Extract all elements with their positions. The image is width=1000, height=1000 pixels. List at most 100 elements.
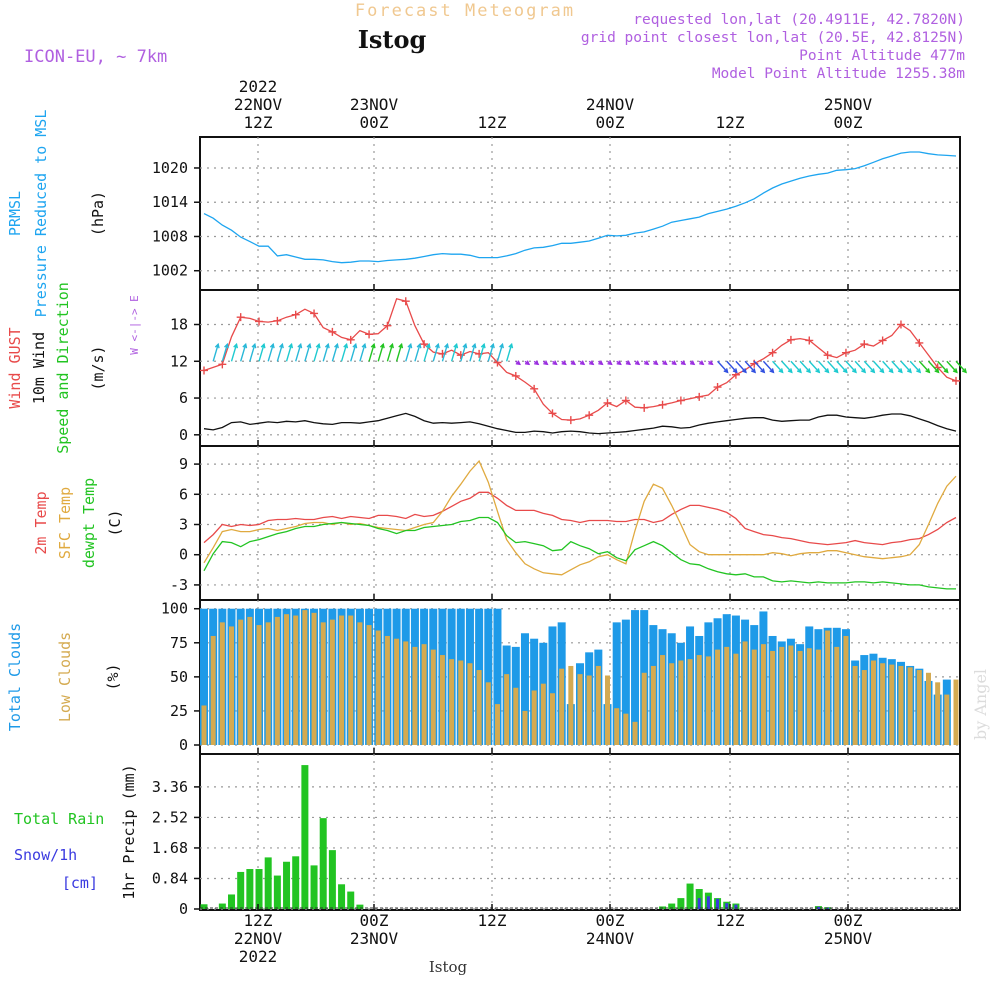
low-cloud-bar (687, 659, 693, 745)
wind-arrow (772, 360, 784, 373)
low-cloud-bar (889, 664, 895, 745)
low-cloud-bar (430, 649, 436, 745)
rain-bar (310, 865, 318, 909)
wind-arrow (900, 360, 912, 373)
low-cloud-bar (485, 682, 491, 745)
wind-arrowhead (906, 368, 912, 374)
ytick-label: 3 (179, 516, 188, 534)
wind-arrowhead (269, 342, 275, 349)
low-cloud-bar (779, 646, 785, 745)
wind-arrow (790, 360, 802, 373)
wind-arrowhead (934, 368, 940, 374)
total-cloud-bar (484, 608, 493, 745)
wind-arrow (505, 344, 513, 362)
bottom-time-label: 12Z (478, 911, 507, 930)
series-line (203, 491, 957, 546)
low-cloud-bar (522, 710, 528, 745)
wind-arrowhead (653, 360, 659, 366)
wind-arrowhead (699, 360, 705, 366)
gust-point (915, 338, 924, 347)
rain-bar (338, 884, 346, 909)
gust-point (621, 396, 630, 405)
panel-label: Wind GUST (6, 327, 24, 408)
panel-precip: 0 0.84 1.68 2.52 3.36 Total Rain Snow/1h [cm] 1h… (14, 753, 961, 918)
gust-point (511, 371, 520, 380)
wind-arrowhead (334, 342, 339, 349)
wind-arrow (441, 344, 449, 362)
rain-bar (218, 903, 226, 909)
wind-arrow (221, 344, 229, 362)
wind-arrow (836, 360, 848, 373)
wind-arrowhead (352, 342, 358, 349)
panel-label: Total Clouds (6, 623, 24, 731)
ytick-label: 25 (170, 702, 188, 720)
low-cloud-bar (733, 653, 739, 745)
low-cloud-bar (834, 646, 840, 745)
wind-arrowhead (708, 360, 714, 366)
wind-arrow (450, 344, 458, 362)
wind-arrowhead (306, 342, 312, 349)
series-line (203, 516, 956, 590)
rain-bar (264, 857, 272, 909)
wind-arrow (304, 344, 311, 362)
wind-arrowhead (787, 368, 793, 374)
top-time-label: 23NOV (350, 95, 399, 114)
low-cloud-bar (861, 670, 867, 745)
series-line (203, 151, 957, 264)
unit-label: (C) (106, 509, 124, 536)
top-time-label: 00Z (834, 113, 863, 132)
ytick-label: 0.84 (152, 869, 188, 887)
low-cloud-bar (247, 616, 253, 745)
low-cloud-bar (907, 667, 913, 745)
low-cloud-bar (384, 635, 390, 745)
low-cloud-bar (696, 655, 702, 745)
bottom-time-label: 23NOV (350, 929, 399, 948)
gust-point (841, 348, 850, 357)
low-cloud-bar (797, 650, 803, 745)
wind-arrow (359, 344, 366, 362)
ytick-label: 0 (179, 546, 188, 564)
wind-arrowhead (407, 342, 413, 349)
wind-arrowhead (741, 368, 747, 374)
wind-arrow (432, 344, 439, 362)
credit-watermark: by Angel (971, 669, 990, 740)
wind-arrowhead (214, 342, 220, 349)
wind-arrow (276, 344, 284, 362)
wind-arrow (249, 344, 256, 362)
low-cloud-bar (284, 614, 290, 745)
panel-label: PRMSL (6, 191, 24, 236)
rain-bar (686, 883, 694, 909)
ytick-label: 50 (170, 668, 188, 686)
series-line (203, 412, 957, 435)
low-cloud-bar (880, 663, 886, 745)
panel-label: Snow/1h (14, 846, 77, 864)
wind-arrowhead (552, 360, 558, 366)
wind-arrowhead (897, 368, 903, 374)
bottom-time-label: 24NOV (586, 929, 635, 948)
point-altitude: Point Altitude 477m (799, 48, 965, 64)
model-altitude: Model Point Altitude 1255.38m (712, 66, 965, 82)
low-cloud-bar (788, 645, 794, 745)
low-cloud-bar (238, 619, 244, 745)
wind-arrowhead (888, 368, 894, 374)
wind-arrow (340, 344, 348, 362)
rain-bar (246, 869, 254, 909)
gust-point (640, 403, 649, 412)
wind-arrowhead (324, 342, 330, 349)
snow-bar (697, 898, 701, 909)
forecast-title: Forecast Meteogram (355, 1, 575, 21)
gust-point (603, 398, 612, 407)
gridpoint-coords: grid point closest lon,lat (20.5E, 42.81… (581, 30, 965, 46)
wind-arrow (817, 360, 829, 373)
panel-label: SFC Temp (56, 487, 74, 559)
wind-arrowhead (242, 342, 248, 349)
low-cloud-bar (944, 694, 950, 745)
low-cloud-bar (229, 626, 235, 745)
rain-bar (292, 856, 300, 909)
wind-arrowhead (453, 342, 459, 349)
wind-arrow (322, 344, 329, 362)
low-cloud-bar (806, 648, 812, 745)
wind-arrow (753, 360, 765, 373)
wind-arrowhead (851, 368, 857, 374)
rain-bar (356, 904, 364, 909)
